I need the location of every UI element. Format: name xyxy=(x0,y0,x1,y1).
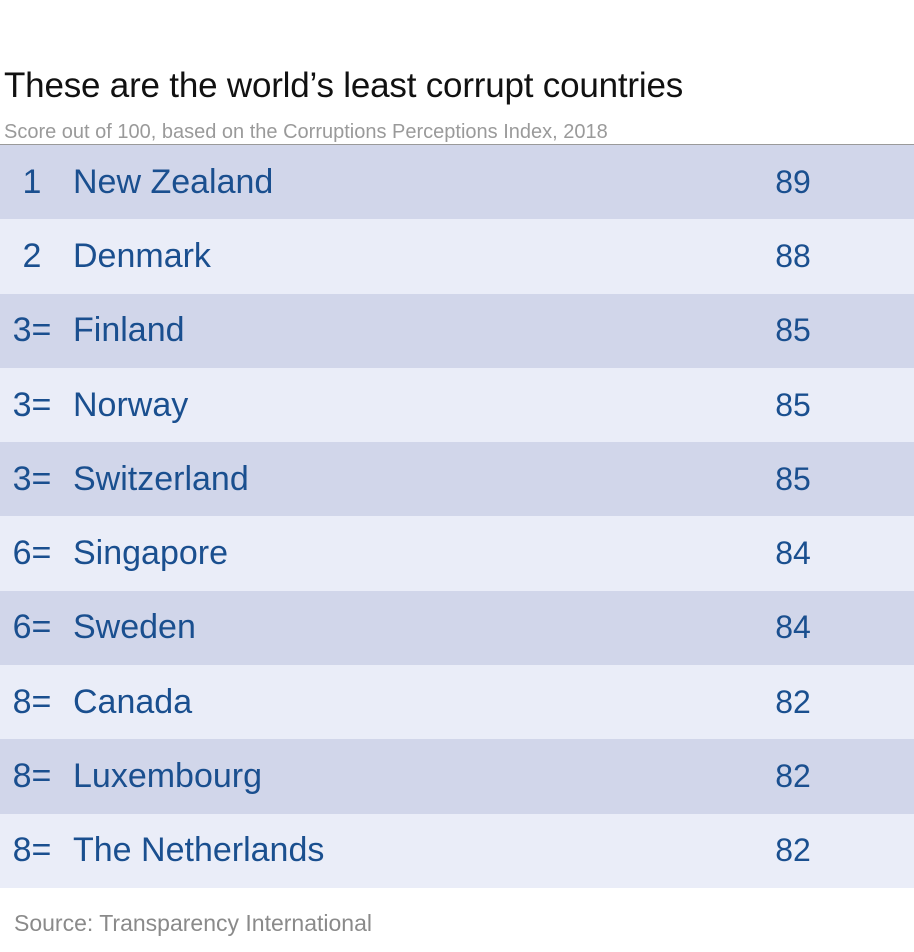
score-cell: 82 xyxy=(775,832,811,869)
score-cell: 85 xyxy=(775,312,811,349)
chart-subtitle: Score out of 100, based on the Corruptio… xyxy=(4,121,608,143)
score-cell: 85 xyxy=(775,460,811,497)
rank-cell: 2 xyxy=(22,236,42,275)
country-cell: Canada xyxy=(73,682,193,721)
country-cell: Norway xyxy=(73,385,189,424)
rank-cell: 6= xyxy=(12,608,52,647)
table-row: 6= Sweden 84 xyxy=(0,590,914,666)
rank-cell: 1 xyxy=(22,162,42,201)
score-cell: 84 xyxy=(775,609,811,646)
table-row: 8= Luxembourg 82 xyxy=(0,739,914,814)
rank-cell: 3= xyxy=(12,385,52,424)
rank-cell: 3= xyxy=(12,311,52,350)
country-cell: Finland xyxy=(73,311,185,350)
country-cell: New Zealand xyxy=(73,162,274,201)
rank-cell: 8= xyxy=(12,831,52,870)
table-row: 2 Denmark 88 xyxy=(0,219,914,294)
rank-cell: 3= xyxy=(12,459,52,498)
score-cell: 88 xyxy=(775,237,811,274)
table-row: 1 New Zealand 89 xyxy=(0,145,914,220)
table-row: 3= Finland 85 xyxy=(0,293,914,368)
score-cell: 82 xyxy=(775,758,811,795)
table-row: 8= Canada 82 xyxy=(0,665,914,740)
table-row: 3= Switzerland 85 xyxy=(0,442,914,517)
country-cell: Sweden xyxy=(73,608,196,647)
score-cell: 89 xyxy=(775,163,811,200)
country-cell: The Netherlands xyxy=(73,831,325,870)
score-cell: 85 xyxy=(775,386,811,423)
table-row: 8= The Netherlands 82 xyxy=(0,813,914,888)
table-row: 6= Singapore 84 xyxy=(0,516,914,591)
score-cell: 82 xyxy=(775,683,811,720)
chart-title: These are the world’s least corrupt coun… xyxy=(4,66,684,105)
country-cell: Denmark xyxy=(73,236,211,275)
country-cell: Singapore xyxy=(73,534,229,573)
score-cell: 84 xyxy=(775,535,811,572)
table-row: 3= Norway 85 xyxy=(0,367,914,443)
rank-cell: 8= xyxy=(12,682,52,721)
ranking-table: 1 New Zealand 89 2 Denmark 88 3= Finland 85 3= Nor… xyxy=(0,144,914,888)
country-cell: Switzerland xyxy=(73,459,249,498)
rank-cell: 6= xyxy=(12,534,52,573)
rank-cell: 8= xyxy=(12,757,52,796)
source-note: Source: Transparency International xyxy=(14,910,372,936)
country-cell: Luxembourg xyxy=(73,757,263,796)
